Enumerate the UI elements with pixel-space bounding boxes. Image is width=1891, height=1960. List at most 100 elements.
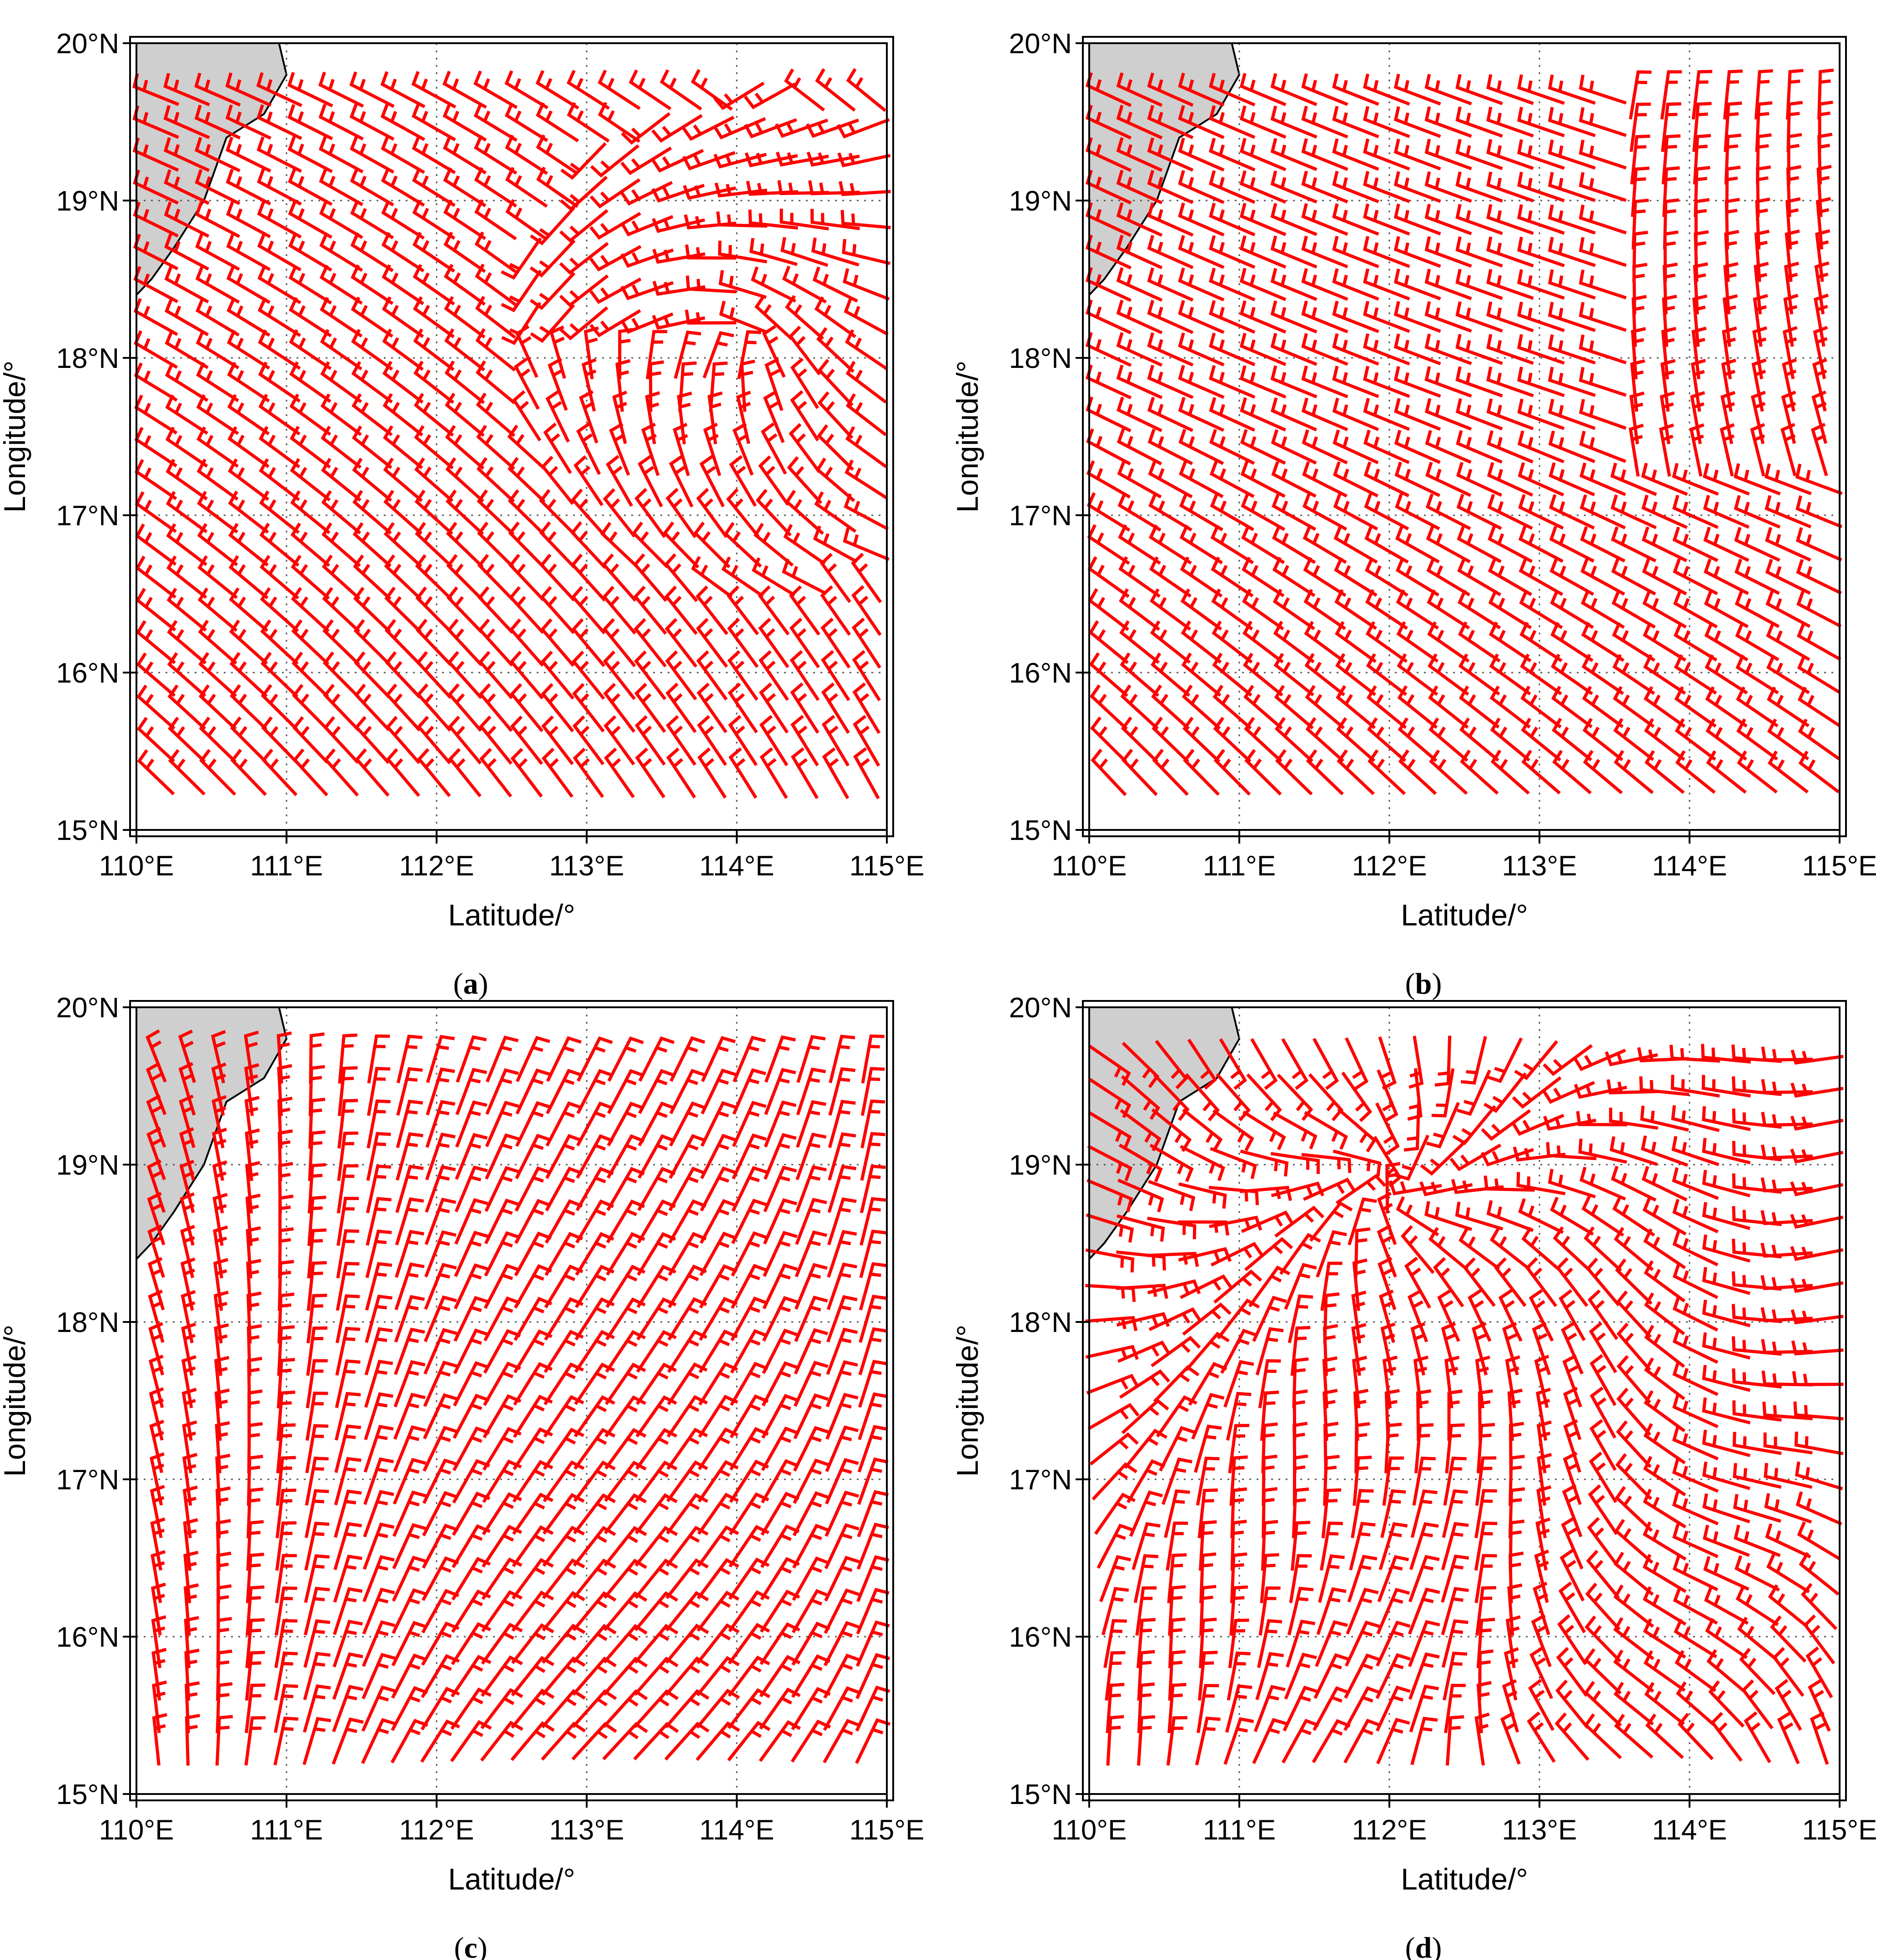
- wind-barb: [509, 651, 544, 700]
- wind-barb: [1609, 1107, 1659, 1130]
- wind-barb: [1644, 1325, 1685, 1368]
- wind-barb: [1441, 1587, 1469, 1635]
- wind-barb: [350, 168, 394, 206]
- wind-barb: [603, 1591, 648, 1631]
- wind-barb: [1287, 1294, 1313, 1343]
- wind-barb: [1209, 105, 1256, 139]
- wind-barb: [1155, 1040, 1188, 1090]
- wind-barb: [536, 166, 579, 208]
- wind-barb: [1180, 588, 1222, 631]
- wind-barb: [1455, 204, 1503, 235]
- wind-barb: [845, 426, 887, 468]
- wind-barb: [1672, 1361, 1719, 1396]
- wind-barb: [1579, 399, 1627, 430]
- wind-barb: [1425, 430, 1472, 464]
- wind-barb: [1520, 653, 1562, 695]
- x-tick-label: 112°E: [399, 1814, 474, 1846]
- wind-barb: [1253, 1685, 1286, 1732]
- wind-barb: [1486, 269, 1534, 300]
- wind-barb: [1458, 589, 1501, 629]
- wind-barb: [1701, 1044, 1751, 1064]
- wind-barb: [1239, 365, 1287, 399]
- wind-barb: [1272, 493, 1317, 531]
- caption-open: (: [453, 967, 463, 1000]
- map-frame-outer: [129, 1000, 894, 1801]
- wind-barb: [545, 1134, 583, 1179]
- wind-barb: [1644, 1292, 1685, 1336]
- wind-barb: [1393, 171, 1441, 203]
- wind-barb: [605, 1297, 646, 1341]
- wind-barb: [609, 422, 630, 476]
- wind-barb: [575, 1232, 614, 1276]
- wind-barb: [666, 1460, 709, 1503]
- wind-barb: [292, 651, 329, 698]
- wind-barb: [361, 1685, 396, 1732]
- wind-barb: [762, 1328, 799, 1374]
- wind-barb: [541, 1721, 586, 1761]
- wind-barb: [1393, 74, 1441, 106]
- wind-barb: [1147, 365, 1194, 399]
- wind-barb: [791, 1622, 830, 1666]
- wind-barb: [1584, 1226, 1622, 1272]
- wind-barb: [215, 1715, 233, 1766]
- wind-barb: [636, 1362, 677, 1405]
- wind-barb: [729, 1427, 769, 1471]
- wind-barb: [484, 1198, 520, 1245]
- wind-barb: [146, 1126, 166, 1181]
- wind-barb: [1534, 1549, 1549, 1603]
- wind-barb: [1582, 718, 1624, 761]
- wind-barb: [535, 70, 579, 110]
- wind-barb: [1088, 620, 1129, 664]
- wind-barb: [860, 1197, 886, 1246]
- wind-barb: [1549, 462, 1595, 497]
- wind-barb: [1702, 1170, 1751, 1197]
- wind-barb: [452, 1459, 490, 1504]
- wind-barb: [1147, 137, 1194, 172]
- wind-barb: [1332, 106, 1379, 139]
- wind-barb: [1272, 1111, 1318, 1150]
- wind-barb: [1384, 1422, 1402, 1473]
- wind-barb: [196, 297, 240, 337]
- wind-barb: [1642, 590, 1687, 629]
- wind-barb: [638, 1069, 675, 1114]
- wind-barb: [1441, 1522, 1469, 1571]
- wind-barb: [1281, 1038, 1309, 1090]
- wind-barb: [367, 1067, 391, 1116]
- wind-barb: [424, 1197, 457, 1245]
- wind-barb: [857, 1425, 888, 1473]
- wind-barb: [790, 357, 820, 409]
- wind-barb: [1582, 686, 1624, 729]
- wind-barb: [148, 1289, 165, 1343]
- wind-barb: [1270, 365, 1318, 399]
- wind-barb: [273, 1684, 298, 1733]
- wind-barb: [276, 1456, 296, 1506]
- wind-barb: [422, 1393, 458, 1439]
- wind-barb: [536, 102, 579, 142]
- wind-barb: [1181, 620, 1222, 664]
- wind-barb: [1737, 1617, 1778, 1661]
- wind-barb: [179, 1095, 196, 1148]
- y-axis-title: Longitude/°: [951, 361, 984, 513]
- wind-barb: [1443, 1651, 1468, 1701]
- wind-barb: [351, 361, 393, 404]
- wind-barb: [1377, 1224, 1397, 1278]
- wind-barb: [604, 1460, 647, 1502]
- wind-barb: [1741, 1679, 1774, 1729]
- wind-barb: [1701, 1075, 1751, 1098]
- wind-barb: [1248, 1265, 1291, 1307]
- wind-barb: [1527, 1711, 1556, 1763]
- wind-barb: [806, 151, 860, 167]
- wind-barb: [1525, 1257, 1558, 1307]
- wind-barb: [1548, 107, 1596, 137]
- wind-barb: [1270, 1152, 1320, 1174]
- wind-barb: [1672, 526, 1719, 562]
- wind-barb: [277, 1358, 295, 1409]
- wind-barb: [1793, 1401, 1844, 1421]
- wind-barb: [1735, 622, 1780, 661]
- wind-barb: [699, 1297, 738, 1341]
- wind-barb: [764, 1068, 796, 1115]
- wind-barb: [1228, 1424, 1249, 1473]
- wind-barb: [1332, 73, 1379, 106]
- wind-barb: [384, 554, 422, 601]
- wind-barb: [1579, 1166, 1626, 1201]
